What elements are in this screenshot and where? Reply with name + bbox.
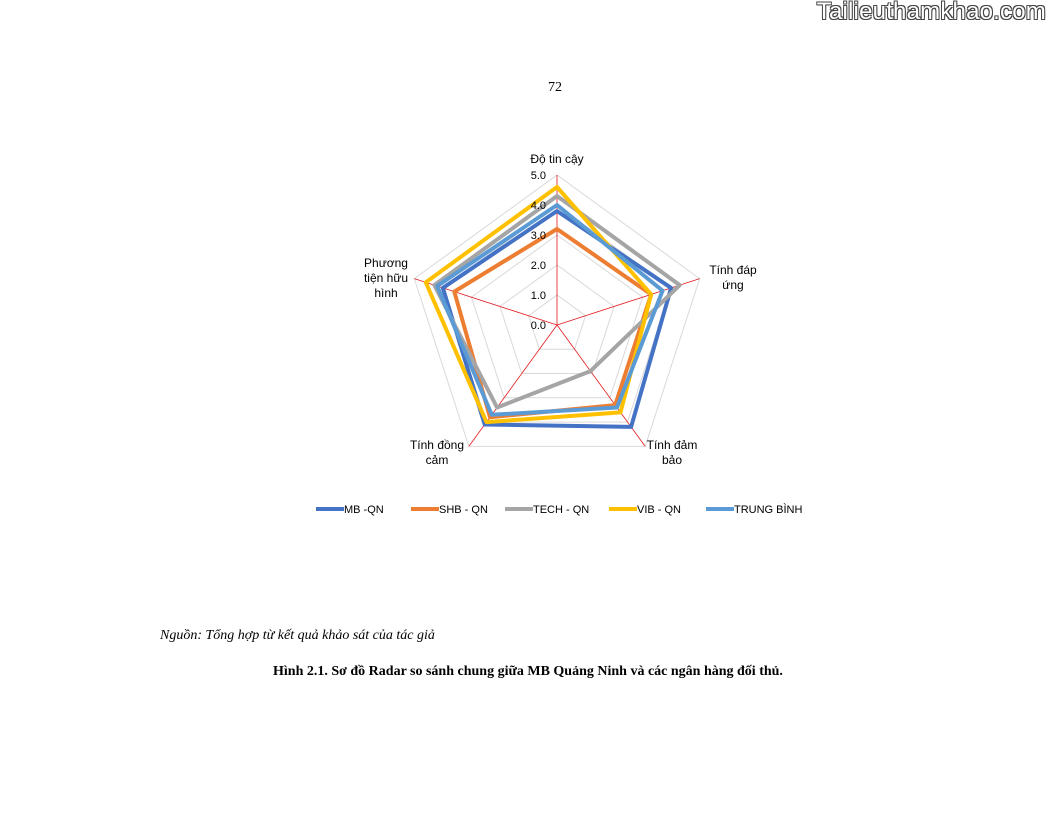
grid-ring [470, 234, 644, 399]
radar-labels: 0.0 1.0 2.0 3.0 4.0 5.0 Độ tin cậy Tính đáp ứng T… [364, 152, 757, 467]
series-line [440, 209, 674, 429]
page-number: 72 [548, 80, 562, 95]
watermark: Tailieuthamkhao.com [816, 0, 1046, 25]
legend-label: TRUNG BÌNH [734, 503, 803, 516]
series-line [432, 194, 682, 410]
category-label: Tính đồng cảm [410, 438, 464, 467]
category-label: Phương tiện hữu hình [364, 256, 408, 300]
source-note: Nguồn: Tổng hợp từ kết quả khảo sát của … [160, 628, 435, 643]
tick-label: 2.0 [531, 260, 546, 272]
tick-label: 0.0 [531, 320, 546, 332]
grid-ring [413, 174, 701, 447]
legend-label: MB -QN [344, 504, 384, 516]
legend-label: SHB - QN [439, 504, 488, 516]
radar-series [423, 185, 682, 429]
category-label: Độ tin cậy [530, 152, 583, 166]
grid-ring [527, 294, 587, 350]
series-line [435, 203, 665, 417]
legend-label: TECH - QN [533, 504, 589, 516]
grid-ring [499, 264, 615, 375]
chart-legend: MB -QN SHB - QN TECH - QN VIB - QN TRUNG BÌN… [316, 503, 803, 516]
tick-label: 4.0 [531, 200, 546, 212]
category-label: Tính đảm bảo [647, 438, 698, 467]
tick-label: 1.0 [531, 290, 546, 302]
category-label: Tính đáp ứng [709, 263, 757, 292]
legend-label: VIB - QN [637, 504, 681, 516]
figure-caption: Hình 2.1. Sơ đồ Radar so sánh chung giữa… [273, 664, 783, 679]
tick-label: 3.0 [531, 230, 546, 242]
tick-label: 5.0 [531, 170, 546, 182]
series-line [423, 185, 654, 425]
